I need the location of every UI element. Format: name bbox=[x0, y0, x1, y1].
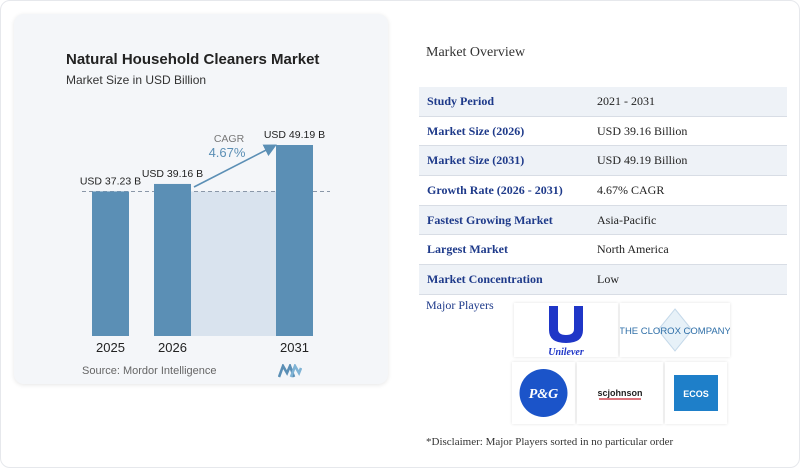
scjohnson-logo-icon: scjohnson bbox=[597, 388, 643, 400]
overview-row: Market Size (2031) USD 49.19 Billion bbox=[419, 145, 787, 177]
svg-text:Unilever: Unilever bbox=[548, 347, 584, 357]
svg-text:P&G: P&G bbox=[529, 387, 559, 402]
overview-value: Low bbox=[597, 264, 787, 295]
major-players-label: Major Players bbox=[426, 298, 494, 312]
svg-text:scjohnson: scjohnson bbox=[597, 388, 642, 398]
overview-row: Market Concentration Low bbox=[419, 264, 787, 295]
bar-value-label: USD 37.23 B bbox=[80, 175, 141, 187]
overview-key: Market Concentration bbox=[419, 264, 597, 295]
chart-subtitle: Market Size in USD Billion bbox=[66, 73, 207, 87]
bar-value-label: USD 49.19 B bbox=[264, 129, 325, 141]
scjohnson-logo: scjohnson bbox=[577, 362, 663, 424]
unilever-logo: Unilever bbox=[514, 303, 618, 358]
overview-row: Largest Market North America bbox=[419, 234, 787, 266]
ecos-logo-icon: ECOS bbox=[674, 375, 718, 411]
overview-key: Largest Market bbox=[419, 234, 597, 266]
x-tick-label: 2025 bbox=[96, 340, 125, 355]
overview-row: Growth Rate (2026 - 2031) 4.67% CAGR bbox=[419, 175, 787, 206]
ecos-logo: ECOS bbox=[665, 362, 727, 424]
overview-row: Market Size (2026) USD 39.16 Billion bbox=[419, 116, 787, 147]
overview-value: USD 39.16 Billion bbox=[597, 116, 787, 147]
chart-title: Natural Household Cleaners Market bbox=[66, 51, 320, 68]
cagr-arrow bbox=[193, 144, 277, 188]
pg-logo: P&G bbox=[512, 362, 575, 424]
growth-band bbox=[191, 191, 276, 336]
svg-text:ECOS: ECOS bbox=[683, 389, 709, 399]
cagr-label: CAGR bbox=[214, 133, 245, 145]
overview-key: Study Period bbox=[419, 87, 597, 117]
disclaimer: *Disclaimer: Major Players sorted in no … bbox=[426, 436, 674, 448]
overview-value: Asia-Pacific bbox=[597, 205, 787, 236]
chart-source: Source: Mordor Intelligence bbox=[82, 365, 217, 377]
overview-key: Fastest Growing Market bbox=[419, 205, 597, 236]
overview-row: Study Period 2021 - 2031 bbox=[419, 87, 787, 117]
bar-2025 bbox=[92, 191, 129, 336]
bar-chart: USD 37.23 B 2025 USD 39.16 B 2026 USD 49.19 … bbox=[80, 129, 330, 355]
overview-key: Market Size (2026) bbox=[419, 116, 597, 147]
bar-value-label: USD 39.16 B bbox=[142, 168, 203, 180]
overview-title: Market Overview bbox=[426, 45, 526, 60]
pg-logo-icon: P&G bbox=[519, 369, 568, 417]
overview-value: North America bbox=[597, 234, 787, 266]
x-tick-label: 2031 bbox=[280, 340, 309, 355]
overview-table: Study Period 2021 - 2031 Market Size (20… bbox=[419, 87, 787, 295]
overview-value: 2021 - 2031 bbox=[597, 87, 787, 117]
x-tick-label: 2026 bbox=[158, 340, 187, 355]
mordor-logo-icon bbox=[278, 364, 302, 378]
bar-2031 bbox=[276, 145, 313, 336]
overview-value: USD 49.19 Billion bbox=[597, 145, 787, 177]
overview-row: Fastest Growing Market Asia-Pacific bbox=[419, 205, 787, 236]
cagr-value: 4.67% bbox=[209, 145, 246, 160]
svg-text:THE CLOROX COMPANY: THE CLOROX COMPANY bbox=[620, 326, 730, 337]
overview-key: Market Size (2031) bbox=[419, 145, 597, 177]
overview-value: 4.67% CAGR bbox=[597, 175, 787, 206]
unilever-logo-icon: Unilever bbox=[548, 306, 584, 358]
bar-2026 bbox=[154, 183, 191, 336]
clorox-logo-icon: THE CLOROX COMPANY bbox=[619, 308, 732, 352]
overview-key: Growth Rate (2026 - 2031) bbox=[419, 175, 597, 206]
clorox-logo: THE CLOROX COMPANY bbox=[619, 303, 732, 357]
